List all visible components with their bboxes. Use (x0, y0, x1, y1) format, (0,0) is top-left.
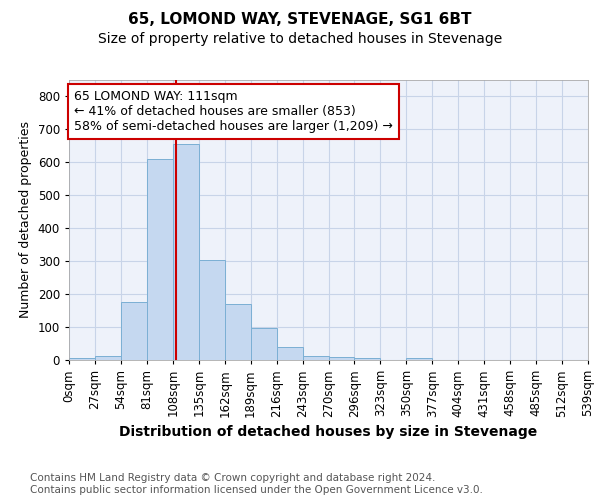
Bar (277, 348, 302, 360)
Bar (225, 304, 251, 360)
Bar (69, 358, 95, 360)
Bar (355, 358, 380, 360)
Bar (251, 328, 277, 360)
Bar (147, 159, 173, 360)
Bar (199, 260, 224, 360)
Bar (329, 358, 355, 360)
Text: Size of property relative to detached houses in Stevenage: Size of property relative to detached ho… (98, 32, 502, 46)
Bar (173, 144, 199, 360)
X-axis label: Distribution of detached houses by size in Stevenage: Distribution of detached houses by size … (119, 425, 538, 439)
Text: 65 LOMOND WAY: 111sqm
← 41% of detached houses are smaller (853)
58% of semi-det: 65 LOMOND WAY: 111sqm ← 41% of detached … (74, 90, 392, 133)
Text: Contains HM Land Registry data © Crown copyright and database right 2024.
Contai: Contains HM Land Registry data © Crown c… (30, 474, 483, 495)
Bar (121, 302, 147, 360)
Bar (406, 358, 432, 360)
Text: 65, LOMOND WAY, STEVENAGE, SG1 6BT: 65, LOMOND WAY, STEVENAGE, SG1 6BT (128, 12, 472, 28)
Bar (302, 356, 329, 360)
Y-axis label: Number of detached properties: Number of detached properties (19, 122, 32, 318)
Bar (95, 356, 121, 360)
